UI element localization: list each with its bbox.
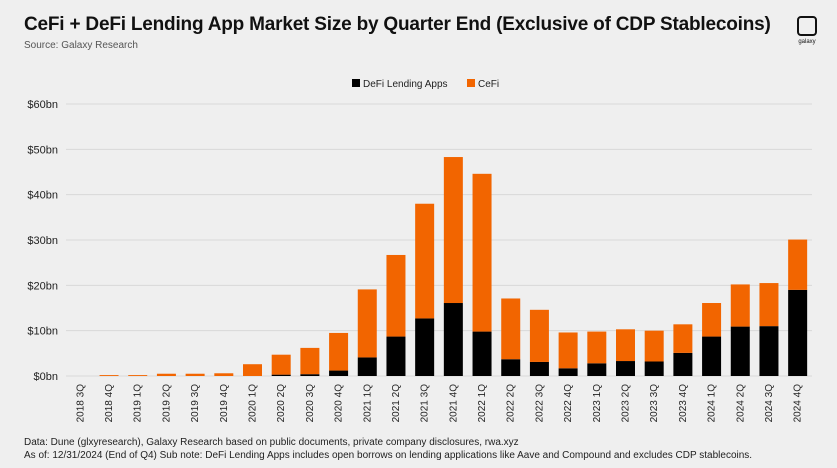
x-tick-label: 2021 3Q: [420, 384, 431, 423]
x-tick-label: 2022 1Q: [477, 384, 488, 423]
x-tick-label: 2023 4Q: [678, 384, 689, 423]
bar-defi: [759, 326, 779, 376]
y-tick-label: $30bn: [27, 235, 58, 247]
bar-defi: [472, 331, 492, 376]
x-tick-label: 2020 1Q: [248, 384, 259, 423]
x-tick-label: 2021 4Q: [448, 384, 459, 423]
x-tick-label: 2018 3Q: [75, 384, 86, 423]
bar-cefi: [156, 373, 176, 376]
source-note: Source: Galaxy Research: [24, 40, 138, 51]
bar-defi: [329, 370, 349, 376]
bar-cefi: [415, 203, 435, 319]
x-tick-label: 2024 1Q: [707, 384, 718, 423]
chart-title: CeFi + DeFi Lending App Market Size by Q…: [24, 14, 771, 35]
bar-cefi: [214, 373, 234, 376]
bar-cefi: [501, 298, 521, 360]
bar-defi: [386, 336, 406, 376]
bar-cefi: [558, 332, 578, 369]
x-tick-label: 2022 4Q: [563, 384, 574, 423]
bar-cefi: [128, 375, 148, 376]
bar-cefi: [644, 330, 664, 362]
bar-defi: [644, 361, 664, 376]
bar-defi: [788, 289, 808, 376]
bar-defi: [271, 374, 291, 376]
bar-defi: [587, 363, 607, 376]
x-tick-label: 2020 2Q: [276, 384, 287, 423]
bar-cefi: [587, 331, 607, 364]
x-tick-label: 2023 2Q: [621, 384, 632, 423]
stacked-bar-chart: $0bn $10bn $20bn $30bn $40bn $50bn $60bn 2018 3…: [27, 79, 812, 423]
x-tick-label: 2023 1Q: [592, 384, 603, 423]
x-tick-label: 2020 3Q: [305, 384, 316, 423]
logo-text: galaxy: [798, 39, 816, 45]
x-tick-label: 2018 4Q: [104, 384, 115, 423]
y-tick-label: $50bn: [27, 144, 58, 156]
bar-defi: [415, 318, 435, 376]
legend-label: DeFi Lending Apps: [363, 79, 448, 90]
x-tick-label: 2019 1Q: [133, 384, 144, 423]
data-note: Data: Dune (glxyresearch), Galaxy Resear…: [24, 437, 519, 448]
x-tick-label: 2019 2Q: [161, 384, 172, 423]
y-tick-label: $10bn: [27, 326, 58, 338]
x-tick-label: 2020 4Q: [334, 384, 345, 423]
bar-cefi: [673, 324, 693, 353]
legend-label: CeFi: [478, 79, 499, 90]
logo-icon: [797, 16, 817, 36]
bar-cefi: [759, 283, 779, 327]
bar-cefi: [443, 157, 463, 304]
x-tick-label: 2021 1Q: [362, 384, 373, 423]
bar-cefi: [730, 284, 750, 327]
y-tick-label: $20bn: [27, 280, 58, 292]
bar-cefi: [185, 373, 205, 376]
bar-defi: [702, 336, 722, 376]
footer-notes: Data: Dune (glxyresearch), Galaxy Resear…: [24, 436, 752, 462]
x-tick-label: 2022 2Q: [506, 384, 517, 423]
bar-cefi: [243, 364, 262, 376]
bar-cefi: [616, 329, 635, 362]
bar-defi: [558, 368, 578, 376]
x-tick-label: 2024 2Q: [735, 384, 746, 423]
legend-swatch: [352, 79, 360, 87]
bar-defi: [357, 357, 377, 376]
bar-cefi: [271, 354, 291, 375]
as-of-note: As of: 12/31/2024 (End of Q4) Sub note: …: [24, 450, 753, 461]
bar-cefi: [529, 309, 549, 362]
bar-cefi: [99, 375, 119, 376]
x-tick-label: 2022 3Q: [534, 384, 545, 423]
bar-cefi: [702, 303, 722, 337]
bar-cefi: [472, 173, 492, 332]
x-tick-label: 2023 3Q: [649, 384, 660, 423]
bar-defi: [529, 361, 549, 376]
x-tick-label: 2019 4Q: [219, 384, 230, 423]
bar-defi: [730, 326, 750, 376]
bar-cefi: [788, 239, 808, 290]
bar-defi: [501, 359, 521, 376]
y-tick-label: $0bn: [34, 371, 58, 383]
x-tick-label: 2024 4Q: [793, 384, 804, 423]
x-tick-label: 2021 2Q: [391, 384, 402, 423]
x-tick-label: 2019 3Q: [190, 384, 201, 423]
bar-defi: [300, 374, 320, 376]
y-tick-label: $40bn: [27, 190, 58, 202]
y-tick-label: $60bn: [27, 99, 58, 111]
x-tick-label: 2024 3Q: [764, 384, 775, 423]
bar-defi: [673, 352, 693, 376]
bar-cefi: [300, 347, 320, 375]
bar-defi: [443, 303, 463, 376]
bar-defi: [616, 361, 635, 376]
legend-swatch: [467, 79, 475, 87]
bar-cefi: [357, 289, 377, 358]
bar-cefi: [329, 332, 349, 371]
galaxy-logo: galaxy: [792, 16, 822, 45]
bar-cefi: [386, 254, 406, 337]
